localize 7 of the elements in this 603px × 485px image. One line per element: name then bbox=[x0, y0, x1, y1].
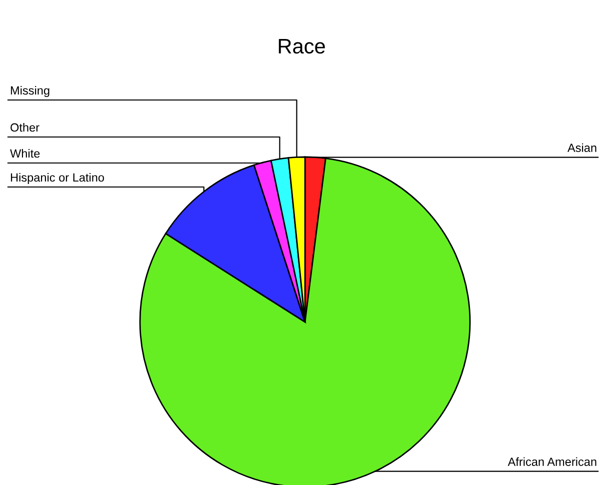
slice-label: African American bbox=[508, 457, 596, 466]
slice-label: Asian bbox=[567, 143, 596, 152]
slice-label: Hispanic or Latino bbox=[10, 172, 104, 184]
slice-label: Missing bbox=[10, 86, 50, 97]
slice-label: White bbox=[10, 148, 40, 158]
slice-label: Other bbox=[10, 122, 40, 132]
chart-title: Race bbox=[278, 39, 325, 54]
